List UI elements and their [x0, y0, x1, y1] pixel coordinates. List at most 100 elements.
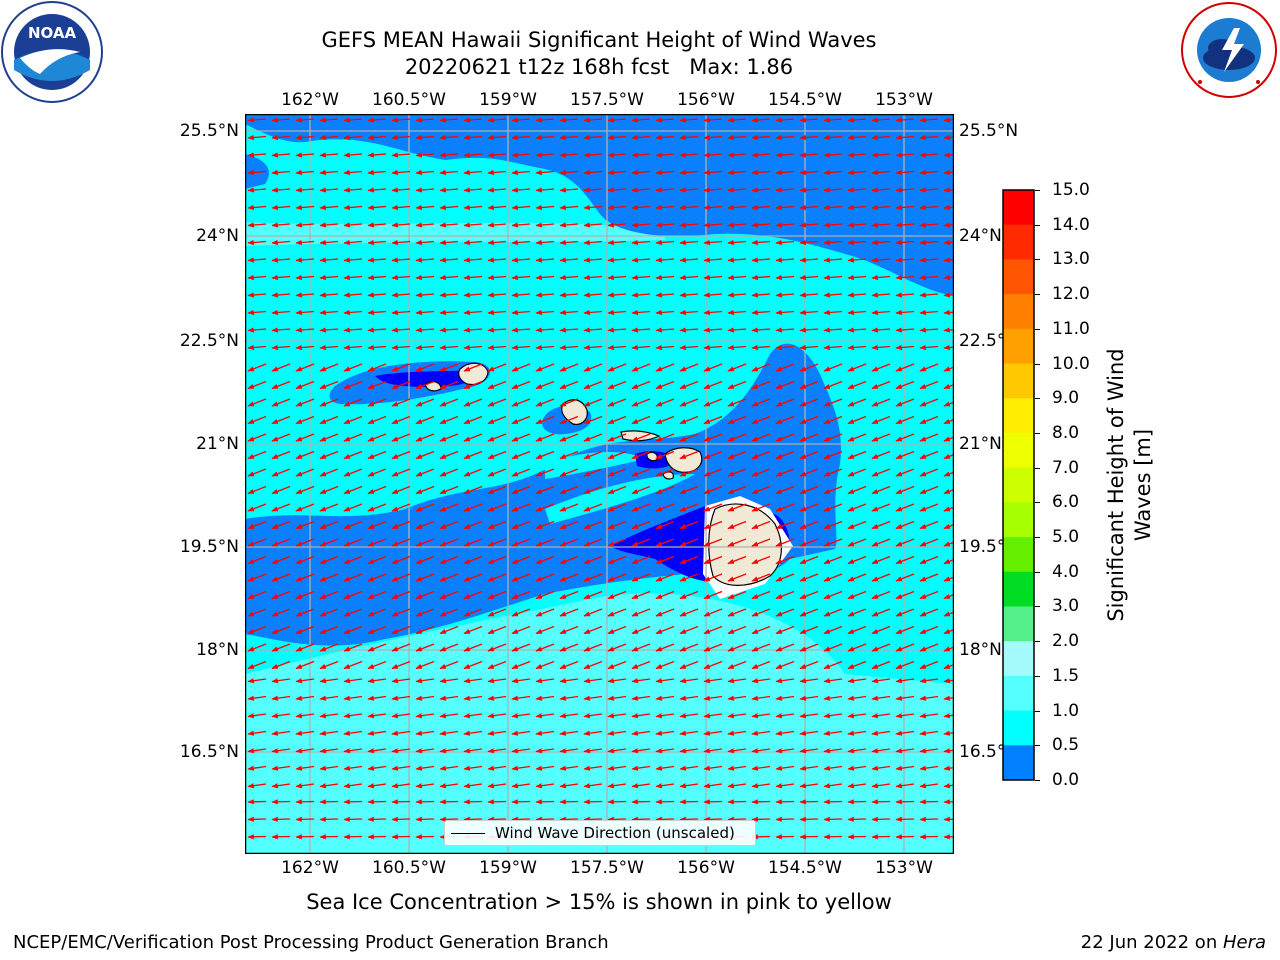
wind-wave-arrow	[631, 695, 651, 701]
wind-wave-arrow	[895, 660, 915, 670]
wind-wave-arrow	[871, 204, 891, 211]
wind-wave-arrow	[919, 274, 939, 281]
wind-wave-arrow	[343, 204, 363, 211]
wind-wave-arrow	[631, 713, 651, 719]
wind-wave-arrow	[655, 152, 675, 158]
wind-wave-arrow	[463, 415, 483, 425]
wind-wave-arrow	[247, 134, 267, 141]
wind-wave-arrow	[271, 555, 291, 565]
wind-wave-arrow	[919, 257, 939, 263]
wind-wave-arrow	[511, 608, 531, 617]
wind-wave-arrow	[511, 660, 531, 670]
wind-wave-arrow	[487, 309, 507, 316]
wind-wave-arrow	[799, 344, 819, 351]
wind-wave-arrow	[823, 327, 843, 333]
wind-wave-arrow	[247, 169, 267, 176]
wind-wave-arrow	[727, 538, 747, 547]
wind-wave-arrow	[727, 608, 747, 617]
wind-wave-arrow	[247, 503, 267, 512]
wind-wave-arrow	[607, 433, 627, 442]
wind-wave-arrow	[919, 608, 939, 617]
wind-wave-arrow	[415, 433, 435, 442]
colorbar-segment	[1003, 328, 1034, 365]
wind-wave-arrow	[343, 415, 363, 425]
wind-wave-arrow	[775, 363, 795, 372]
wind-wave-arrow	[295, 363, 315, 372]
wind-wave-arrow	[535, 274, 555, 281]
wind-wave-arrow	[679, 152, 699, 158]
wind-wave-arrow	[775, 678, 795, 684]
wind-wave-arrow	[463, 169, 483, 176]
colorbar-tick-label: 12.0	[1052, 284, 1090, 305]
wind-wave-arrow	[559, 538, 579, 547]
wind-wave-arrow	[847, 169, 867, 176]
wind-wave-arrow	[895, 816, 915, 822]
wind-wave-arrow	[775, 134, 795, 141]
wind-wave-arrow	[391, 134, 411, 141]
colorbar-tick-label: 10.0	[1052, 353, 1090, 374]
wind-wave-arrow	[607, 555, 627, 565]
wind-wave-arrow	[343, 257, 363, 263]
wind-wave-arrow	[751, 292, 771, 298]
wind-wave-arrow	[823, 169, 843, 176]
wind-wave-arrow	[439, 327, 459, 333]
wind-wave-arrow	[511, 152, 531, 158]
wind-wave-arrow	[559, 433, 579, 442]
wind-wave-arrow	[271, 344, 291, 351]
wind-wave-arrow	[895, 187, 915, 193]
wind-wave-arrow	[679, 222, 699, 228]
wind-wave-arrow	[487, 415, 507, 425]
wind-wave-arrow	[751, 134, 771, 141]
wind-wave-arrow	[415, 450, 435, 460]
wind-wave-arrow	[535, 450, 555, 460]
wind-wave-arrow	[871, 274, 891, 281]
wind-wave-arrow	[847, 274, 867, 281]
wind-wave-arrow	[367, 433, 387, 442]
wind-wave-arrow	[847, 503, 867, 512]
wind-wave-arrow	[559, 239, 579, 246]
wind-wave-arrow	[367, 327, 387, 333]
wind-wave-arrow	[535, 380, 555, 390]
colorbar-tick-label: 7.0	[1052, 457, 1080, 478]
wind-wave-arrow	[391, 816, 411, 822]
wind-wave-arrow	[487, 799, 507, 805]
wind-wave-arrow	[583, 292, 603, 298]
wind-wave-arrow	[319, 134, 339, 141]
wind-wave-arrow	[631, 222, 651, 228]
wind-wave-arrow	[247, 608, 267, 617]
wind-wave-arrow	[319, 169, 339, 176]
wind-wave-arrow	[247, 344, 267, 351]
wind-wave-arrow	[703, 590, 723, 600]
wind-wave-arrow	[367, 503, 387, 512]
wind-wave-arrow	[415, 274, 435, 281]
wind-wave-arrow	[511, 520, 531, 530]
wind-wave-arrow	[463, 380, 483, 390]
footer-date-text: 22 Jun 2022 on	[1080, 932, 1223, 953]
wind-wave-arrow	[535, 660, 555, 670]
wind-wave-arrow	[799, 134, 819, 141]
wind-wave-arrow	[247, 222, 267, 228]
wind-wave-arrow	[679, 485, 699, 495]
wind-wave-arrow	[895, 309, 915, 316]
wind-wave-arrow	[751, 344, 771, 351]
colorbar-segment	[1003, 259, 1034, 295]
wind-wave-arrow	[271, 503, 291, 512]
wind-wave-arrow	[871, 816, 891, 822]
wind-wave-arrow	[319, 625, 339, 635]
wind-wave-arrow	[247, 538, 267, 547]
wind-wave-arrow	[463, 433, 483, 442]
wind-wave-arrow	[487, 713, 507, 719]
wind-wave-arrow	[583, 327, 603, 333]
wind-wave-arrow	[319, 799, 339, 805]
wind-wave-arrow	[511, 257, 531, 263]
wind-wave-arrow	[487, 660, 507, 670]
wind-wave-arrow	[703, 573, 723, 582]
wind-wave-arrow	[367, 834, 387, 840]
lon-tick-top: 162°W	[281, 90, 339, 110]
wind-wave-arrow	[751, 520, 771, 530]
wind-wave-arrow	[823, 555, 843, 565]
wind-wave-arrow	[655, 344, 675, 351]
wind-wave-arrow	[943, 799, 954, 805]
wind-wave-arrow	[439, 239, 459, 246]
colorbar-tick	[1035, 780, 1040, 781]
